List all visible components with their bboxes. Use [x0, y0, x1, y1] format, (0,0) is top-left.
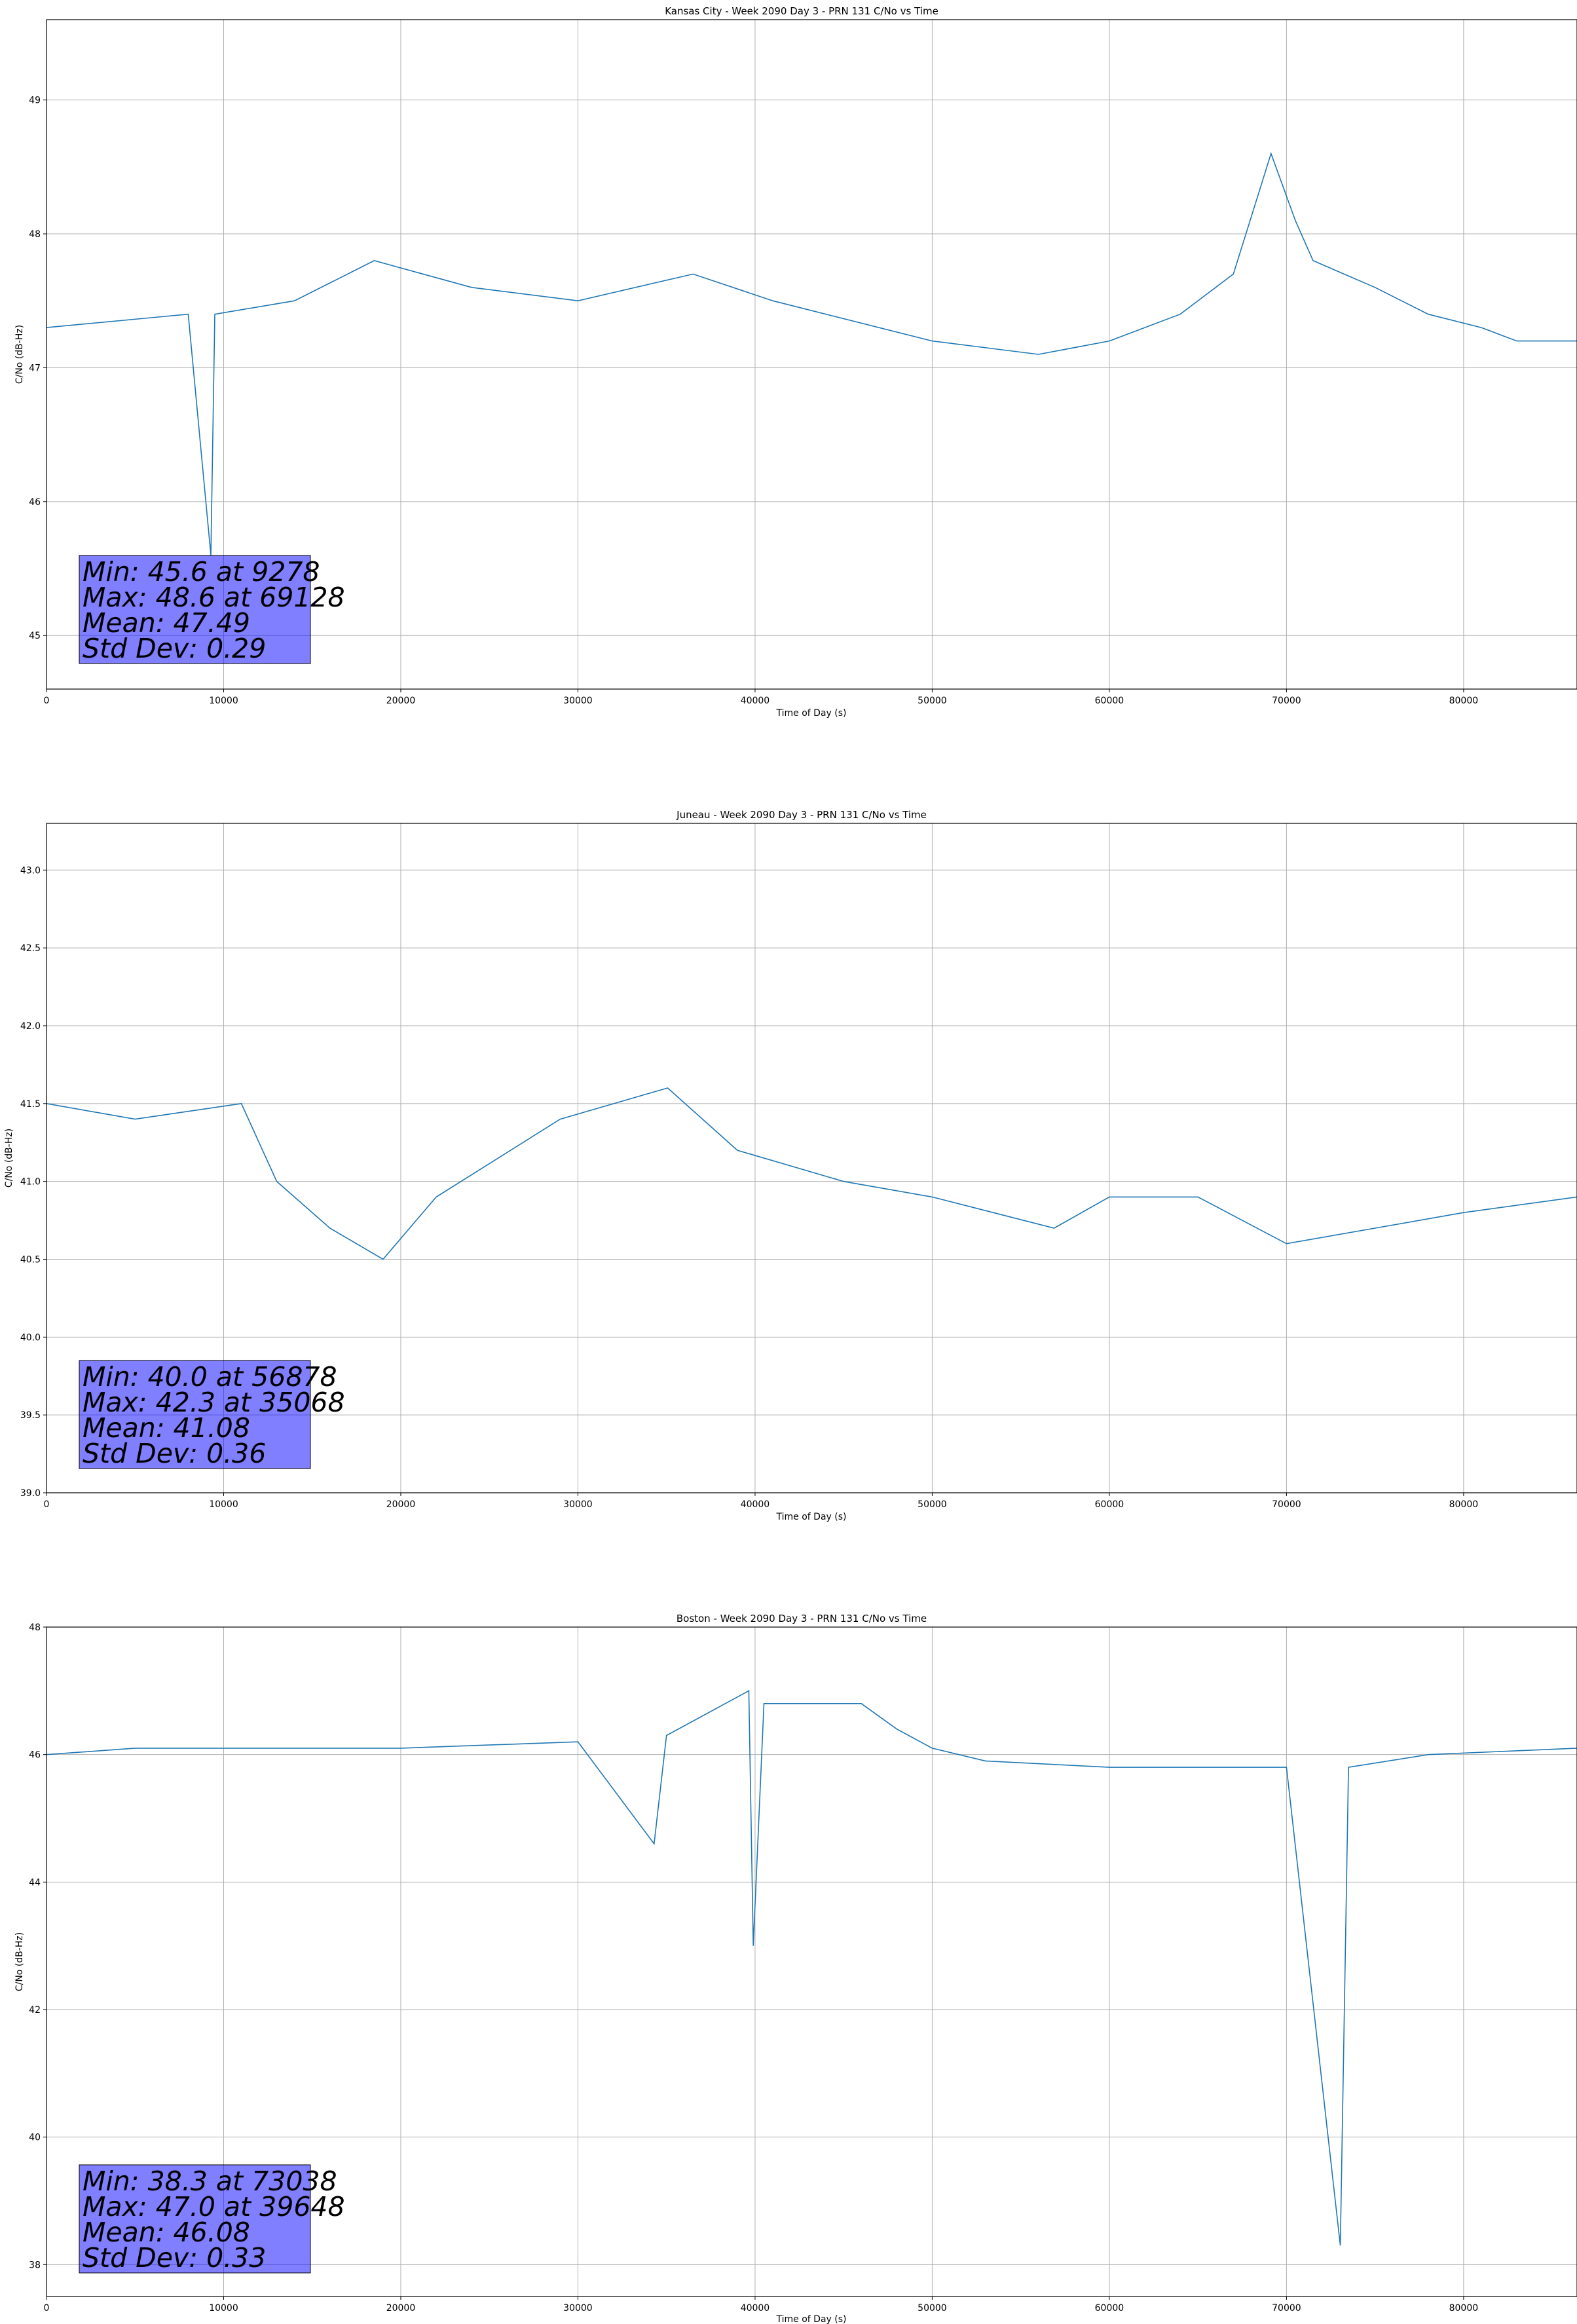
- x-tick-label: 30000: [563, 1499, 593, 1510]
- x-tick-label: 60000: [1095, 696, 1124, 706]
- x-tick-label: 70000: [1272, 1499, 1301, 1510]
- chart-panel-kansas-city: Kansas City - Week 2090 Day 3 - PRN 131 …: [14, 5, 1577, 719]
- series-line: [46, 151, 1577, 555]
- stats-background: [79, 1360, 311, 1469]
- x-tick-label: 0: [44, 696, 50, 706]
- stat-std-dev: Std Dev: 0.29: [83, 633, 266, 664]
- stats-box: Min: 40.0 at 56878 Max: 42.3 at 35068 Me…: [79, 1360, 345, 1469]
- y-tick-label: 41.5: [20, 1099, 41, 1110]
- x-tick-label: 0: [44, 2303, 50, 2314]
- stat-mean: Mean: 41.08: [83, 1412, 250, 1444]
- x-axis-label: Time of Day (s): [776, 1512, 847, 1522]
- x-tick-label: 10000: [209, 2303, 238, 2314]
- stats-box: Min: 38.3 at 73038 Max: 47.0 at 39648 Me…: [79, 2164, 345, 2274]
- y-tick-label: 40: [29, 2133, 41, 2143]
- x-axis-label: Time of Day (s): [776, 708, 847, 719]
- x-tick-label: 0: [44, 1499, 50, 1510]
- stat-max: Max: 47.0 at 39648: [83, 2191, 345, 2222]
- x-tick-label: 50000: [918, 696, 947, 706]
- plot-frame: [46, 19, 1577, 690]
- y-tick-label: 47: [29, 363, 41, 373]
- x-tick-label: 80000: [1449, 1499, 1479, 1510]
- x-tick-label: 20000: [386, 2303, 416, 2314]
- x-tick-label: 50000: [918, 1499, 947, 1510]
- y-tick-label: 43.0: [20, 865, 41, 876]
- stat-mean: Mean: 47.49: [83, 607, 250, 639]
- y-tick-label: 42.5: [20, 943, 41, 954]
- chart-title: Juneau - Week 2090 Day 3 - PRN 131 C/No …: [676, 809, 927, 821]
- y-tick-label: 48: [29, 229, 41, 240]
- x-tick-label: 60000: [1095, 2303, 1124, 2314]
- y-tick-label: 44: [29, 1877, 41, 1888]
- stat-min: Min: 40.0 at 56878: [83, 1361, 337, 1393]
- stat-min: Min: 38.3 at 73038: [83, 2165, 337, 2197]
- x-tick-label: 60000: [1095, 1499, 1124, 1510]
- chart-title: Kansas City - Week 2090 Day 3 - PRN 131 …: [665, 5, 938, 17]
- y-tick-label: 46: [29, 1750, 41, 1761]
- x-tick-label: 30000: [563, 696, 593, 706]
- y-tick-label: 41.0: [20, 1177, 41, 1188]
- y-tick-label: 49: [29, 96, 41, 106]
- y-axis-label: C/No (dB-Hz): [14, 1932, 25, 1991]
- x-tick-label: 50000: [918, 2303, 947, 2314]
- stat-std-dev: Std Dev: 0.33: [83, 2242, 266, 2274]
- x-tick-label: 40000: [741, 1499, 770, 1510]
- x-tick-label: 30000: [563, 2303, 593, 2314]
- x-tick-label: 20000: [386, 1499, 416, 1510]
- series-line: [46, 1087, 1577, 1260]
- chart-title: Boston - Week 2090 Day 3 - PRN 131 C/No …: [677, 1613, 927, 1624]
- y-tick-label: 46: [29, 497, 41, 508]
- chart-panel-juneau: Juneau - Week 2090 Day 3 - PRN 131 C/No …: [4, 809, 1577, 1522]
- stats-background: [79, 2164, 311, 2274]
- y-tick-label: 40.0: [20, 1332, 41, 1343]
- x-tick-label: 10000: [209, 696, 238, 706]
- y-tick-label: 45: [29, 631, 41, 641]
- plot-frame: [46, 823, 1577, 1493]
- y-tick-label: 39.5: [20, 1410, 41, 1421]
- x-tick-label: 20000: [386, 696, 416, 706]
- y-axis-label: C/No (dB-Hz): [4, 1129, 14, 1188]
- y-axis-label: C/No (dB-Hz): [14, 325, 25, 384]
- stat-mean: Mean: 46.08: [83, 2217, 250, 2248]
- x-tick-label: 10000: [209, 1499, 238, 1510]
- x-tick-label: 80000: [1449, 2303, 1479, 2314]
- x-tick-label: 70000: [1272, 2303, 1301, 2314]
- stat-min: Min: 45.6 at 9278: [83, 556, 320, 588]
- y-tick-label: 42: [29, 2005, 41, 2015]
- series-line: [46, 1689, 1577, 2246]
- x-tick-label: 40000: [741, 696, 770, 706]
- stats-box: Min: 45.6 at 9278 Max: 48.6 at 69128 Mea…: [79, 555, 345, 664]
- stat-max: Max: 42.3 at 35068: [83, 1387, 345, 1418]
- y-tick-label: 40.5: [20, 1254, 41, 1265]
- plot-frame: [46, 1626, 1577, 2297]
- stats-background: [79, 555, 311, 664]
- stat-std-dev: Std Dev: 0.36: [83, 1438, 266, 1469]
- stat-max: Max: 48.6 at 69128: [83, 582, 345, 613]
- x-tick-label: 40000: [741, 2303, 770, 2314]
- y-tick-label: 39.0: [20, 1488, 41, 1499]
- y-tick-label: 48: [29, 1622, 41, 1633]
- y-tick-label: 42.0: [20, 1021, 41, 1032]
- y-tick-label: 38: [29, 2260, 41, 2270]
- x-tick-label: 70000: [1272, 696, 1301, 706]
- x-axis-label: Time of Day (s): [776, 2314, 847, 2324]
- chart-panel-boston: Boston - Week 2090 Day 3 - PRN 131 C/No …: [14, 1613, 1577, 2324]
- x-tick-label: 80000: [1449, 696, 1479, 706]
